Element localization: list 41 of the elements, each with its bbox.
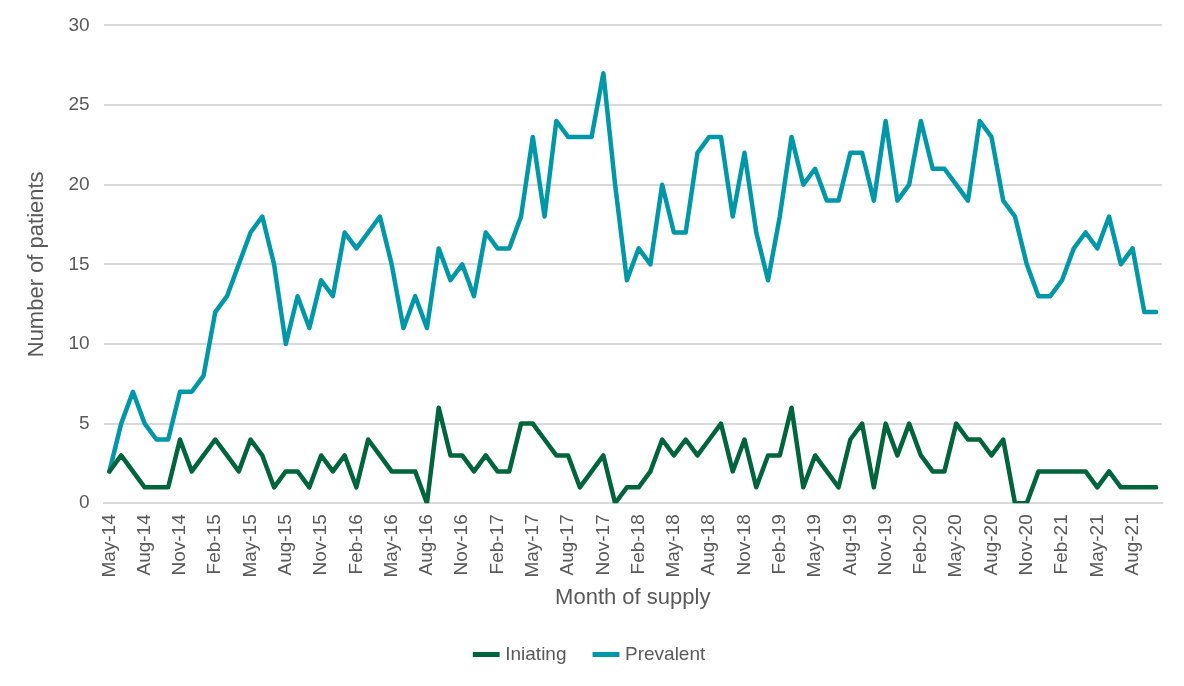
y-tick-label: 25 xyxy=(68,93,90,115)
x-tick-label: Feb-21 xyxy=(1050,514,1072,575)
x-tick-label: Nov-15 xyxy=(309,514,331,576)
y-tick-label: 0 xyxy=(78,491,90,513)
x-tick-label: May-17 xyxy=(521,514,543,578)
x-tick-label: Feb-16 xyxy=(344,514,366,575)
y-tick-label: 5 xyxy=(78,411,90,433)
x-tick-label: Aug-19 xyxy=(838,514,860,576)
y-tick-label: 30 xyxy=(68,13,90,35)
y-axis-title: Number of patients xyxy=(23,171,49,358)
legend-label: Prevalent xyxy=(625,642,706,664)
x-tick-label: Nov-18 xyxy=(732,514,754,576)
legend-label: Iniating xyxy=(505,642,567,664)
y-tick-label: 20 xyxy=(68,172,90,194)
x-tick-label: Nov-17 xyxy=(591,514,613,576)
x-tick-label: Nov-19 xyxy=(873,514,895,576)
x-tick-label: Nov-20 xyxy=(1014,514,1036,576)
x-tick-label: Feb-19 xyxy=(768,514,790,575)
y-tick-label: 15 xyxy=(68,252,90,274)
x-tick-label: May-19 xyxy=(803,514,825,578)
x-tick-label: May-16 xyxy=(379,514,401,578)
x-axis-title: Month of supply xyxy=(555,583,711,609)
x-tick-label: Aug-21 xyxy=(1120,514,1142,576)
x-tick-label: Aug-16 xyxy=(415,514,437,576)
x-tick-label: Nov-14 xyxy=(168,513,190,576)
x-tick-label: Aug-17 xyxy=(556,514,578,576)
x-tick-label: May-15 xyxy=(238,514,260,578)
x-tick-label: Feb-18 xyxy=(626,514,648,575)
x-tick-label: May-21 xyxy=(1085,514,1107,578)
x-tick-label: Aug-20 xyxy=(979,514,1001,576)
y-tick-label: 10 xyxy=(68,332,90,354)
x-tick-label: Feb-15 xyxy=(203,514,225,575)
x-tick-label: Aug-18 xyxy=(697,514,719,576)
x-tick-label: Aug-14 xyxy=(132,513,154,576)
x-tick-label: Feb-17 xyxy=(485,514,507,575)
x-tick-label: Nov-16 xyxy=(450,514,472,576)
x-tick-label: May-14 xyxy=(97,513,119,578)
x-tick-label: Aug-15 xyxy=(274,514,296,576)
x-tick-label: Feb-20 xyxy=(909,514,931,575)
x-tick-label: May-18 xyxy=(662,514,684,578)
x-tick-label: May-20 xyxy=(944,514,966,578)
